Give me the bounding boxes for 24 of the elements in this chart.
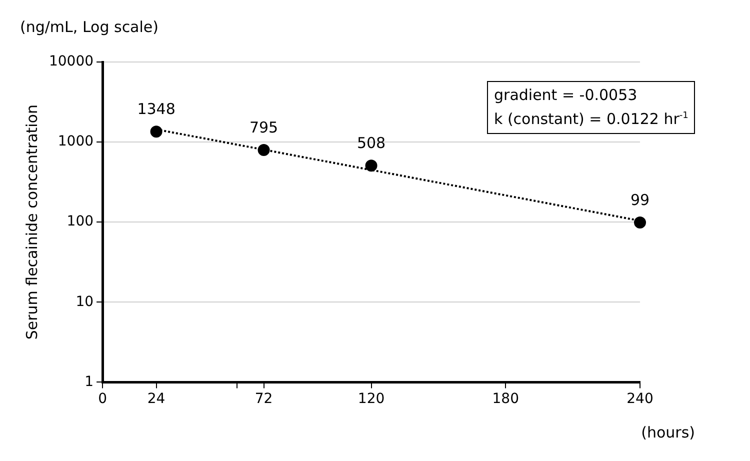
- x-tick-label: 0: [98, 391, 107, 408]
- data-label: 508: [356, 134, 386, 152]
- x-tick-label: 120: [358, 391, 385, 408]
- point: [150, 126, 162, 138]
- x-tick-label: 240: [626, 391, 654, 408]
- annotation: k (constant) = 0.0122 hr$^{-1}$: [494, 109, 688, 130]
- y-tick-label: 1000: [58, 134, 94, 150]
- data-label: 1348: [137, 100, 176, 118]
- y-tick-label: 1: [84, 374, 94, 390]
- text: (ng/mL, Log scale): [20, 18, 159, 36]
- y-tick-label: 10: [76, 294, 94, 310]
- x-axis-title: (hours): [641, 424, 695, 442]
- annotation: gradient = -0.0053: [494, 85, 638, 106]
- x-tick-label: 180: [492, 391, 519, 408]
- y-axis-title: Serum flecainide concentration: [22, 104, 41, 340]
- x-tick-label: 24: [147, 391, 166, 408]
- x-tick-label: 72: [254, 391, 273, 408]
- data-label: 795: [249, 118, 278, 136]
- y-tick-label: 10000: [48, 54, 94, 70]
- y-tick-label: 100: [66, 214, 94, 230]
- point: [258, 144, 270, 156]
- point: [634, 216, 646, 228]
- point: [365, 160, 378, 172]
- data-label: 99: [630, 190, 650, 209]
